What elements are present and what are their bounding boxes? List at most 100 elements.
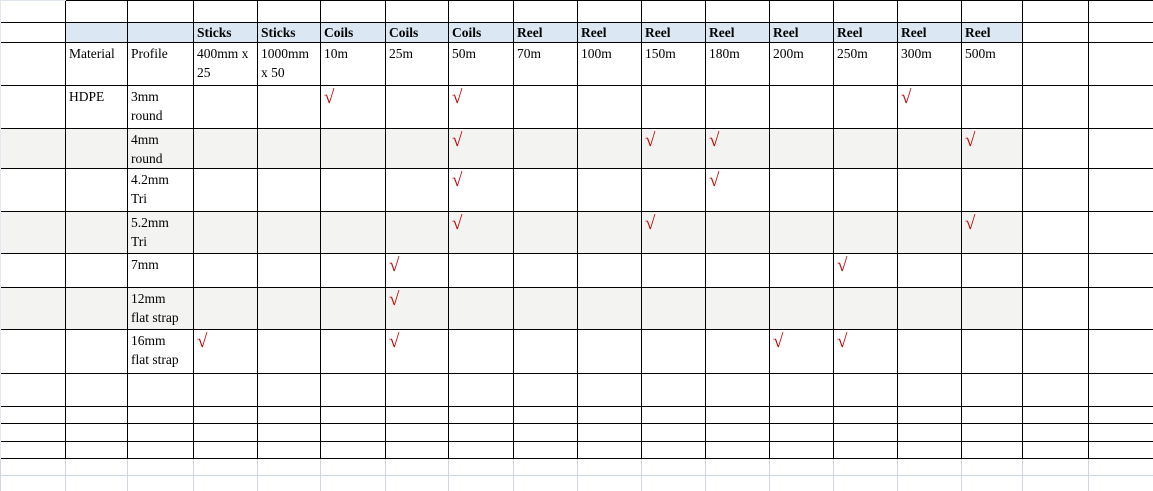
- availability-500m[interactable]: [961, 168, 1023, 212]
- blank-cell[interactable]: [705, 458, 770, 476]
- blank-cell[interactable]: [961, 0, 1023, 23]
- blank-cell[interactable]: [448, 475, 514, 491]
- material-cell[interactable]: [65, 211, 128, 254]
- blank-cell[interactable]: [961, 458, 1023, 476]
- availability-100m[interactable]: [577, 329, 642, 374]
- group-header-cell[interactable]: [65, 22, 128, 43]
- availability-180m[interactable]: [705, 253, 770, 288]
- blank-cell[interactable]: [0, 329, 66, 374]
- material-cell[interactable]: [65, 329, 128, 374]
- blank-cell[interactable]: [641, 373, 706, 407]
- blank-cell[interactable]: [577, 441, 642, 459]
- group-header-300m[interactable]: Reel: [897, 22, 962, 43]
- availability-70m[interactable]: [513, 168, 578, 212]
- blank-cell[interactable]: [1022, 373, 1089, 407]
- availability-1000mm-x-50[interactable]: [257, 211, 321, 254]
- group-header-200m[interactable]: Reel: [769, 22, 834, 43]
- group-header-10m[interactable]: Coils: [320, 22, 386, 43]
- blank-cell[interactable]: [257, 373, 321, 407]
- group-header-150m[interactable]: Reel: [641, 22, 706, 43]
- availability-200m[interactable]: [769, 127, 834, 169]
- availability-500m[interactable]: [961, 85, 1023, 129]
- availability-25m[interactable]: √: [385, 329, 449, 374]
- availability-250m[interactable]: √: [833, 329, 898, 374]
- blank-cell[interactable]: [0, 85, 66, 129]
- blank-cell[interactable]: [1022, 458, 1089, 476]
- availability-100m[interactable]: [577, 85, 642, 129]
- availability-70m[interactable]: [513, 287, 578, 330]
- blank-cell[interactable]: [448, 0, 514, 23]
- blank-cell[interactable]: [127, 0, 194, 23]
- availability-150m[interactable]: [641, 329, 706, 374]
- blank-cell[interactable]: [1022, 85, 1089, 129]
- blank-cell[interactable]: [448, 406, 514, 424]
- blank-cell[interactable]: [1022, 423, 1089, 442]
- blank-cell[interactable]: [833, 458, 898, 476]
- availability-300m[interactable]: [897, 168, 962, 212]
- blank-cell[interactable]: [705, 441, 770, 459]
- blank-cell[interactable]: [641, 423, 706, 442]
- blank-cell[interactable]: [641, 475, 706, 491]
- blank-cell[interactable]: [641, 406, 706, 424]
- blank-cell[interactable]: [769, 475, 834, 491]
- blank-cell[interactable]: [1088, 211, 1153, 254]
- blank-cell[interactable]: [0, 373, 66, 407]
- blank-cell[interactable]: [577, 458, 642, 476]
- blank-cell[interactable]: [961, 475, 1023, 491]
- blank-cell[interactable]: [577, 373, 642, 407]
- blank-cell[interactable]: [705, 373, 770, 407]
- material-cell[interactable]: [65, 127, 128, 169]
- availability-50m[interactable]: [448, 253, 514, 288]
- blank-cell[interactable]: [1088, 458, 1153, 476]
- blank-cell[interactable]: [769, 0, 834, 23]
- blank-cell[interactable]: [193, 0, 258, 23]
- blank-cell[interactable]: [769, 406, 834, 424]
- availability-100m[interactable]: [577, 211, 642, 254]
- availability-400mm-x-25[interactable]: [193, 211, 258, 254]
- blank-cell[interactable]: [0, 127, 66, 169]
- blank-cell[interactable]: [1088, 423, 1153, 442]
- availability-25m[interactable]: [385, 85, 449, 129]
- blank-cell[interactable]: [385, 406, 449, 424]
- blank-cell[interactable]: [320, 423, 386, 442]
- blank-cell[interactable]: [769, 373, 834, 407]
- blank-cell[interactable]: [513, 0, 578, 23]
- blank-cell[interactable]: [65, 441, 128, 459]
- availability-300m[interactable]: √: [897, 85, 962, 129]
- blank-cell[interactable]: [1022, 211, 1089, 254]
- availability-180m[interactable]: [705, 85, 770, 129]
- profile-cell[interactable]: 12mm flat strap: [127, 287, 194, 330]
- size-header-150m[interactable]: 150m: [641, 42, 706, 86]
- availability-400mm-x-25[interactable]: [193, 168, 258, 212]
- blank-cell[interactable]: [577, 0, 642, 23]
- availability-1000mm-x-50[interactable]: [257, 287, 321, 330]
- blank-cell[interactable]: [1088, 287, 1153, 330]
- availability-150m[interactable]: [641, 85, 706, 129]
- availability-250m[interactable]: [833, 211, 898, 254]
- profile-cell[interactable]: 7mm: [127, 253, 194, 288]
- availability-100m[interactable]: [577, 287, 642, 330]
- availability-150m[interactable]: √: [641, 211, 706, 254]
- group-header-cell[interactable]: [127, 22, 194, 43]
- profile-cell[interactable]: 4.2mm Tri: [127, 168, 194, 212]
- blank-cell[interactable]: [0, 253, 66, 288]
- group-header-25m[interactable]: Coils: [385, 22, 449, 43]
- availability-500m[interactable]: [961, 253, 1023, 288]
- blank-cell[interactable]: [1088, 373, 1153, 407]
- blank-cell[interactable]: [0, 0, 66, 23]
- blank-cell[interactable]: [513, 373, 578, 407]
- blank-cell[interactable]: [1022, 475, 1089, 491]
- availability-500m[interactable]: √: [961, 211, 1023, 254]
- blank-cell[interactable]: [385, 441, 449, 459]
- availability-10m[interactable]: [320, 253, 386, 288]
- blank-cell[interactable]: [257, 423, 321, 442]
- availability-50m[interactable]: √: [448, 211, 514, 254]
- blank-cell[interactable]: [448, 458, 514, 476]
- blank-cell[interactable]: [1088, 253, 1153, 288]
- blank-cell[interactable]: [961, 423, 1023, 442]
- group-header-1000mm-x-50[interactable]: Sticks: [257, 22, 321, 43]
- blank-cell[interactable]: [1022, 406, 1089, 424]
- blank-cell[interactable]: [257, 0, 321, 23]
- availability-250m[interactable]: √: [833, 253, 898, 288]
- availability-25m[interactable]: [385, 211, 449, 254]
